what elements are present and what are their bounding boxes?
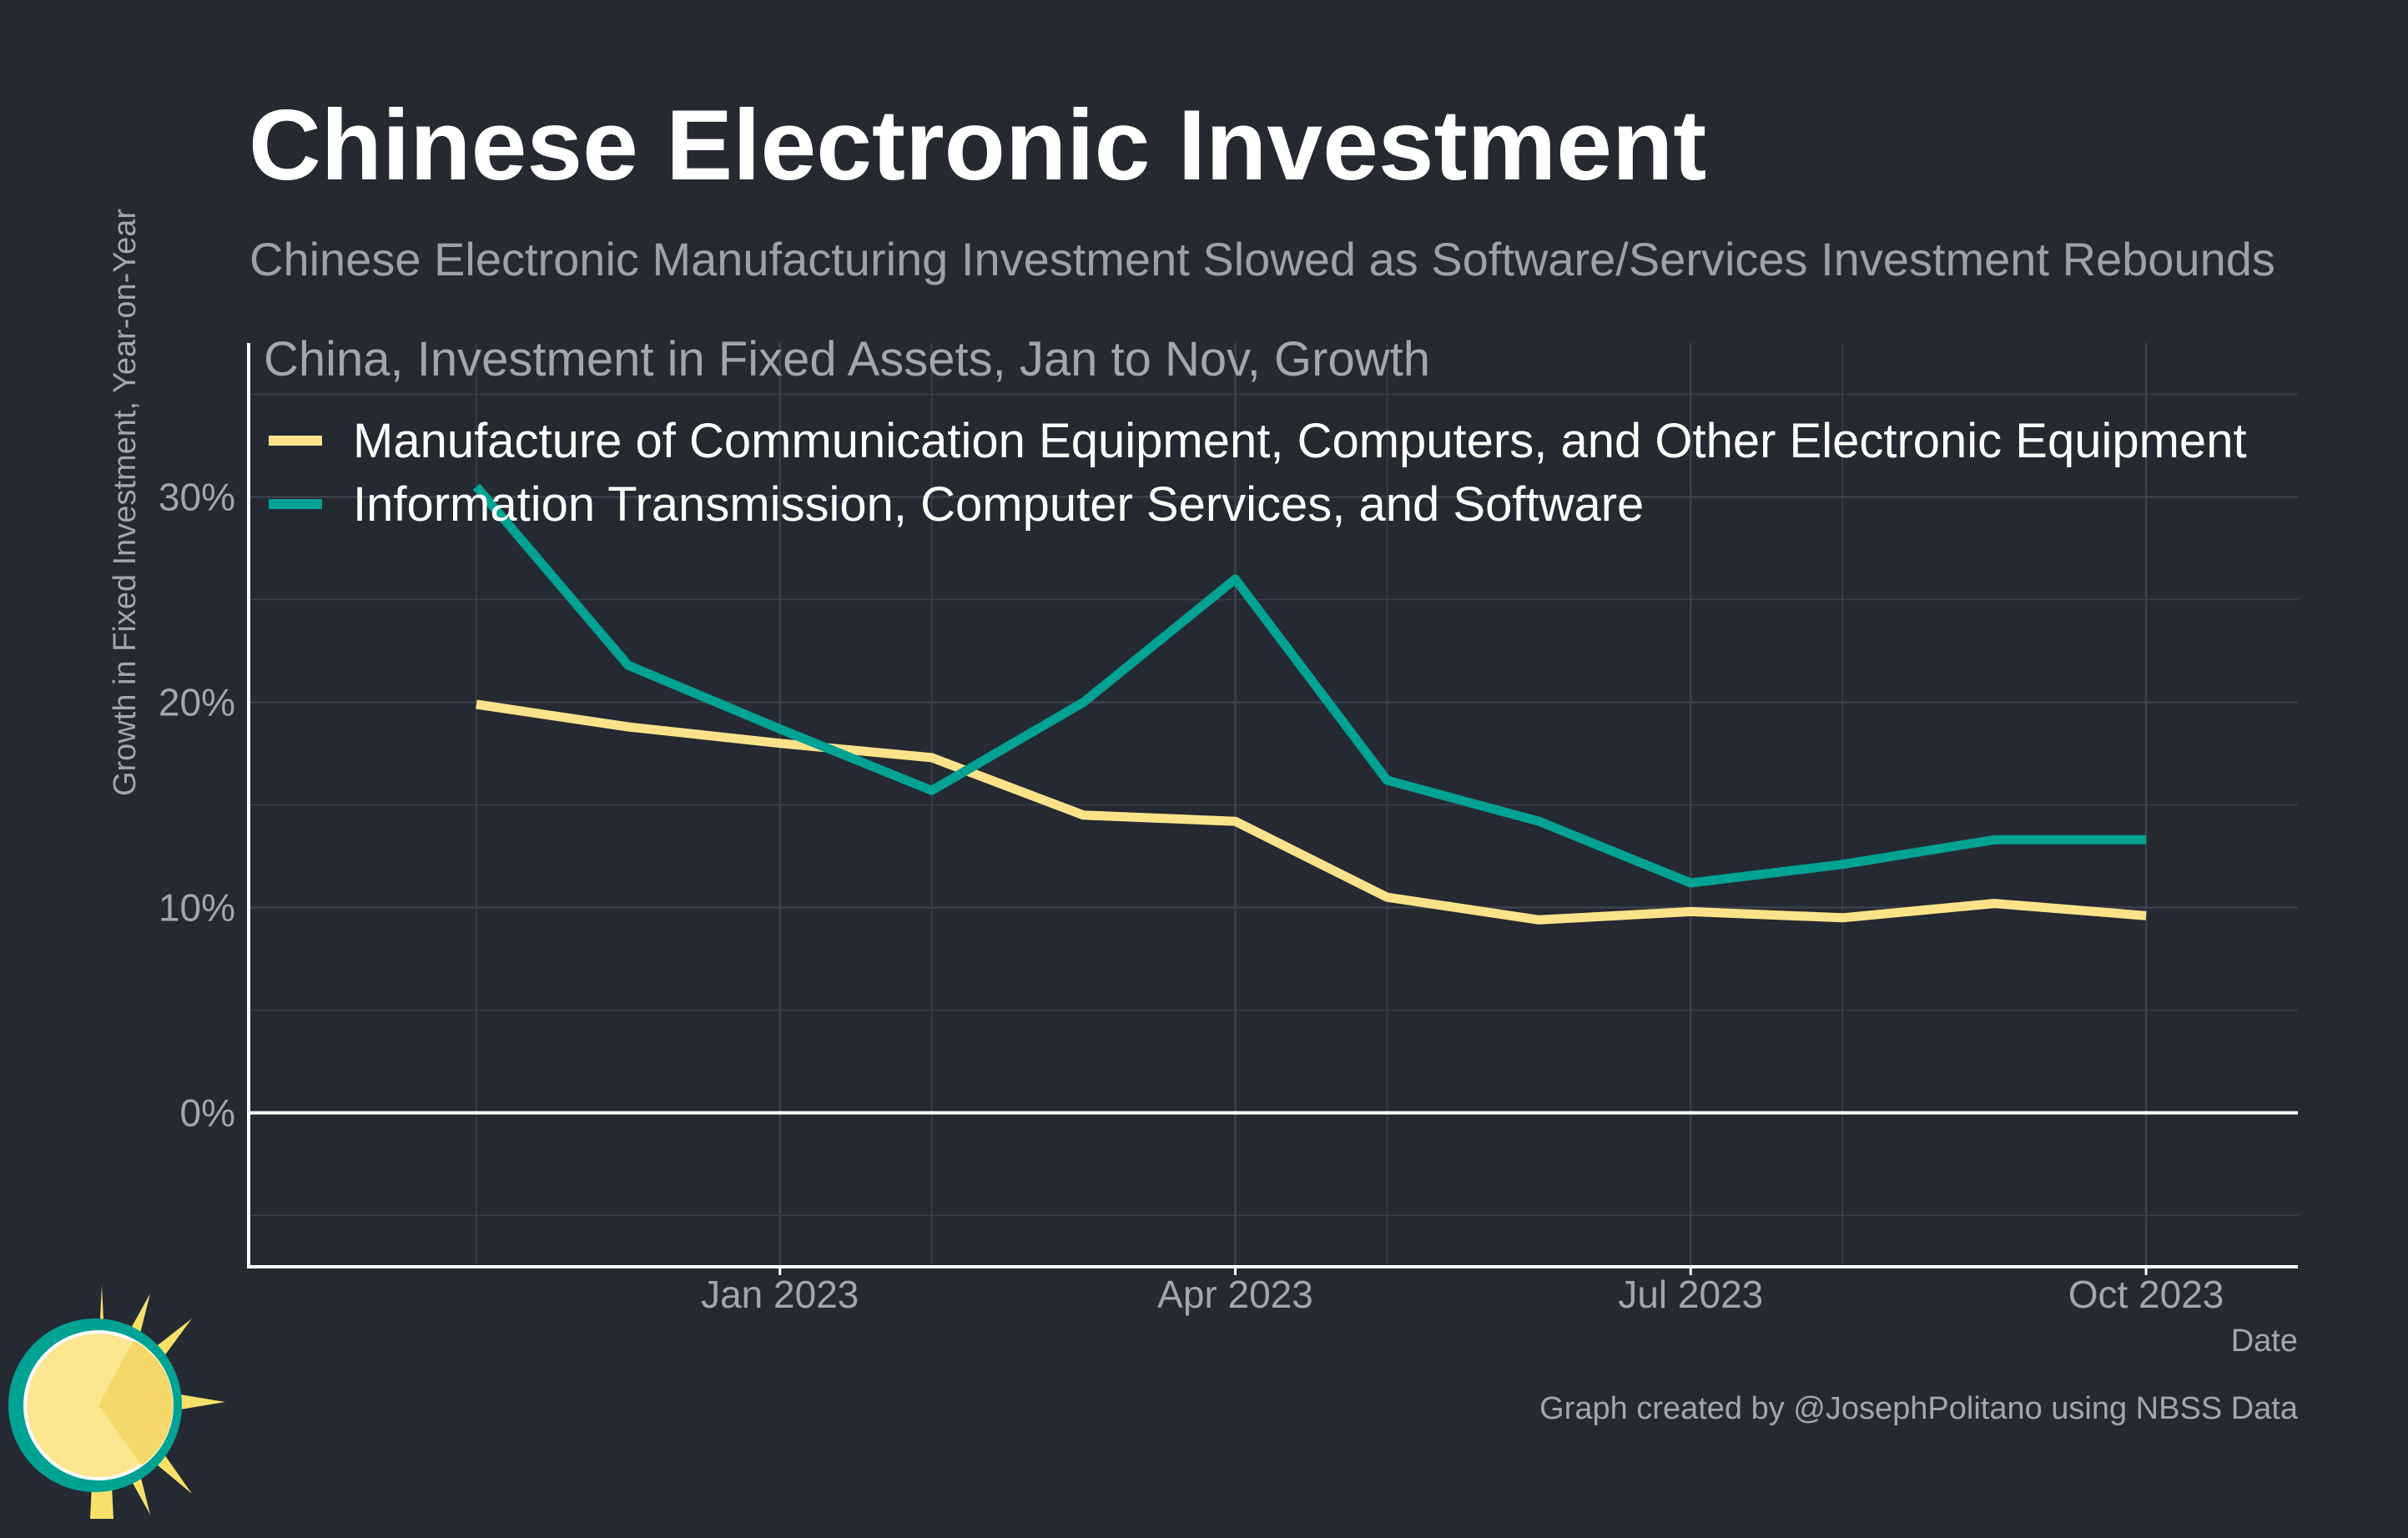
series-line-manufacture bbox=[476, 699, 2147, 925]
x-tick-label: Jan 2023 bbox=[701, 1273, 859, 1316]
plot-title: China, Investment in Fixed Assets, Jan t… bbox=[264, 332, 1430, 386]
axes bbox=[247, 343, 2298, 1268]
y-tick-label: 30% bbox=[159, 476, 235, 519]
legend: Manufacture of Communication Equipment, … bbox=[269, 414, 2247, 532]
source-caption: Graph created by @JosephPolitano using N… bbox=[1539, 1391, 2299, 1426]
sun-shade bbox=[98, 1340, 174, 1465]
x-tick-label: Jul 2023 bbox=[1618, 1273, 1763, 1316]
chart-subtitle: Chinese Electronic Manufacturing Investm… bbox=[249, 233, 2275, 285]
x-axis-label: Date bbox=[2231, 1324, 2298, 1359]
x-tick-label: Apr 2023 bbox=[1157, 1273, 1313, 1316]
sun-logo bbox=[8, 1285, 225, 1519]
x-tick-label: Oct 2023 bbox=[2068, 1273, 2224, 1316]
series-lines bbox=[472, 483, 2147, 925]
y-tick-label: 10% bbox=[159, 886, 235, 930]
legend-label-manufacture: Manufacture of Communication Equipment, … bbox=[353, 414, 2247, 468]
legend-label-information: Information Transmission, Computer Servi… bbox=[353, 477, 1644, 532]
y-axis-label: Growth in Fixed Investment, Year-on-Year bbox=[108, 209, 143, 796]
y-tick-labels: 0% 10% 20% 30% bbox=[159, 476, 235, 1135]
y-tick-label: 20% bbox=[159, 681, 235, 724]
y-tick-label: 0% bbox=[180, 1092, 235, 1135]
chart-title: Chinese Electronic Investment bbox=[249, 89, 1707, 201]
x-tick-labels: Jan 2023 Apr 2023 Jul 2023 Oct 2023 bbox=[701, 1267, 2224, 1316]
series-line-information bbox=[472, 483, 2147, 888]
